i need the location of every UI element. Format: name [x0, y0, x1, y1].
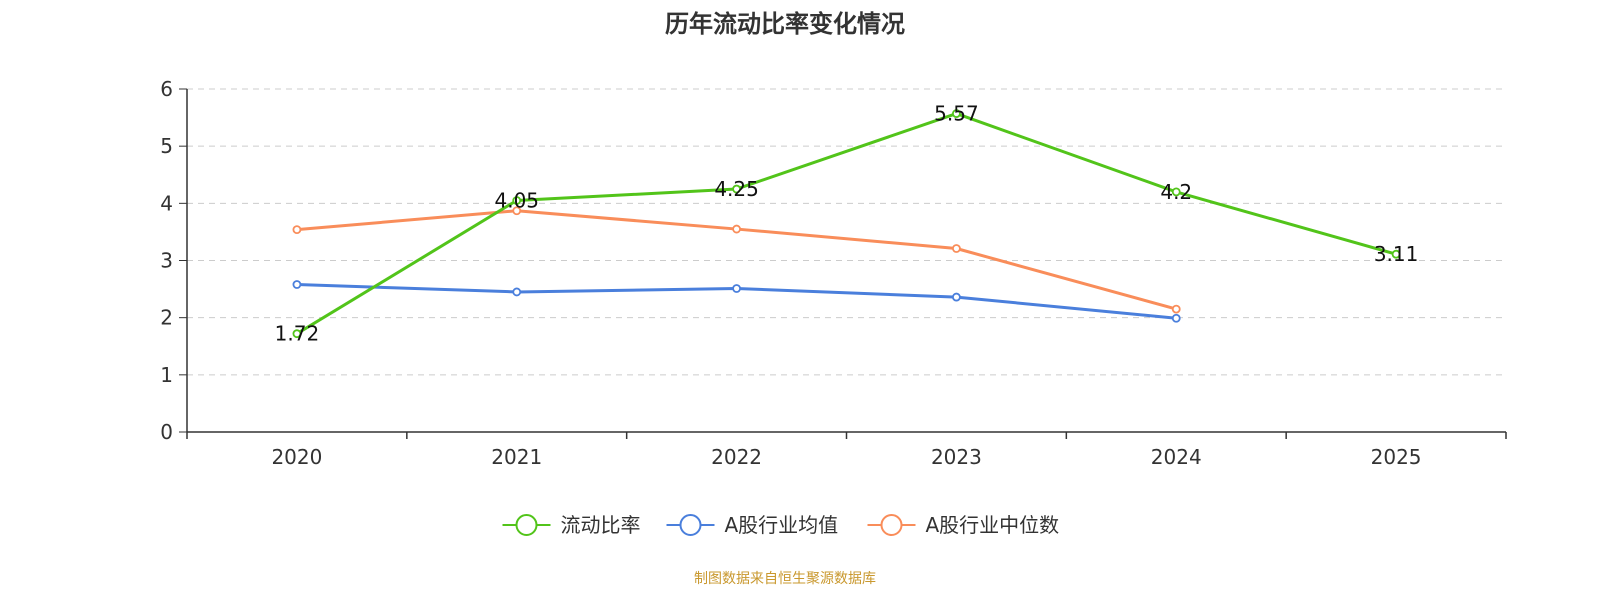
chart-title: 历年流动比率变化情况: [665, 10, 905, 38]
y-tick-label: 6: [160, 77, 173, 101]
data-point: [952, 244, 961, 253]
legend-marker-icon: [880, 514, 903, 536]
y-tick-label: 1: [160, 363, 173, 387]
data-point: [1171, 313, 1181, 323]
axes: 0 1 2 3 4 5 6 2020 2021 2022 2023 2024 2025: [160, 77, 1507, 469]
y-tick-label: 0: [160, 420, 173, 444]
data-point: [292, 280, 302, 289]
data-labels: 1.72 4.05 4.25 5.57 4.2 3.11: [275, 102, 1419, 346]
data-point: [732, 224, 741, 234]
legend-item[interactable]: 流动比率: [502, 513, 641, 537]
data-label: 3.11: [1374, 242, 1419, 266]
legend-label: A股行业中位数: [926, 513, 1060, 537]
data-point: [1391, 249, 1401, 259]
series-group: [292, 109, 1401, 339]
data-point: [1171, 187, 1181, 197]
x-tick-label: 2022: [711, 445, 762, 469]
x-tick-label: 2024: [1151, 445, 1202, 469]
legend-marker-icon: [679, 514, 702, 536]
data-point: [952, 109, 961, 118]
source-note: 制图数据来自恒生聚源数据库: [694, 571, 876, 587]
data-point: [292, 329, 302, 339]
legend-item[interactable]: A股行业均值: [666, 513, 839, 537]
y-tick-label: 3: [160, 249, 173, 273]
data-point: [292, 225, 302, 235]
x-tick-label: 2025: [1371, 445, 1422, 469]
x-tick-label: 2021: [491, 445, 542, 469]
legend-label: 流动比率: [561, 513, 641, 537]
data-label: 5.57: [934, 102, 979, 126]
x-tick-label: 2023: [931, 445, 982, 469]
series-line: [296, 112, 1397, 335]
legend-item[interactable]: A股行业中位数: [867, 513, 1060, 537]
data-point: [512, 287, 522, 297]
legend-label: A股行业均值: [725, 513, 839, 537]
y-tick-label: 2: [160, 306, 173, 330]
data-label: 4.2: [1160, 180, 1192, 204]
data-point: [732, 184, 741, 194]
x-tick-label: 2020: [271, 445, 322, 469]
y-tick-label: 4: [160, 191, 173, 215]
data-label: 4.05: [494, 188, 539, 212]
data-label: 4.25: [714, 177, 759, 201]
data-label: 1.72: [275, 322, 320, 346]
data-point: [952, 292, 961, 302]
data-point: [732, 284, 741, 293]
data-point: [512, 196, 522, 205]
data-point: [1171, 304, 1181, 314]
data-point: [512, 206, 522, 216]
grid-lines: [187, 88, 1506, 376]
legend-marker-icon: [515, 514, 538, 536]
legend[interactable]: 流动比率 A股行业均值 A股行业中位数: [502, 513, 1060, 537]
y-tick-label: 5: [160, 134, 173, 158]
